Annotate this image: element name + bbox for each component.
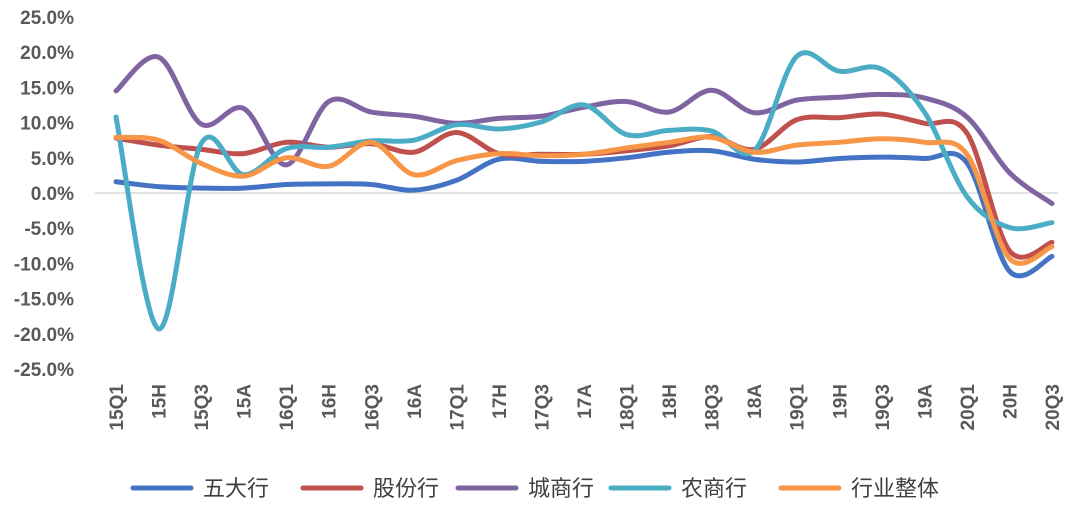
y-tick-label: 25.0% (20, 8, 74, 29)
x-tick-label: 16H (320, 384, 341, 419)
x-tick-label: 15H (150, 384, 171, 419)
x-tick-label: 18Q1 (618, 384, 639, 431)
legend-label: 股份行 (373, 477, 439, 502)
x-tick-label: 17Q3 (532, 384, 553, 430)
x-tick-label: 20H (1000, 384, 1021, 419)
x-tick-label: 19A (915, 384, 936, 419)
x-tick-label: 19H (830, 384, 851, 419)
x-tick-label: 16Q3 (362, 384, 383, 430)
x-tick-label: 18Q3 (703, 384, 724, 430)
series-lines (113, 50, 1055, 332)
x-tick-label: 19Q3 (873, 384, 894, 430)
x-tick-label: 15Q1 (107, 384, 128, 431)
legend: 五大行 股份行 城商行 农商行 行业整体 (130, 477, 939, 502)
series-line-4 (113, 134, 1055, 266)
x-tick-label: 19Q1 (788, 384, 809, 431)
y-tick-label: -20.0% (14, 325, 74, 346)
x-tick-label: 18A (745, 384, 766, 419)
x-tick-label: 17H (490, 384, 511, 419)
x-axis-labels: 15Q1 15H 15Q3 15A 16Q1 16H 16Q3 16A 17Q1 17H 17Q3 1… (107, 384, 1064, 431)
x-tick-label: 15A (235, 384, 256, 419)
x-tick-label: 16Q1 (277, 384, 298, 431)
x-tick-label: 16A (405, 384, 426, 419)
x-tick-label: 20Q3 (1043, 384, 1064, 430)
x-tick-label: 17Q1 (447, 384, 468, 431)
series-line-0 (113, 147, 1055, 279)
y-tick-label: -15.0% (14, 290, 74, 311)
y-tick-label: 10.0% (20, 114, 74, 135)
y-tick-label: 5.0% (31, 149, 74, 170)
y-tick-label: 0.0% (31, 184, 74, 205)
legend-label: 行业整体 (851, 477, 939, 502)
x-tick-label: 20Q1 (958, 384, 979, 431)
y-tick-label: -5.0% (24, 219, 74, 240)
legend-label: 农商行 (681, 477, 747, 502)
y-tick-label: 15.0% (20, 78, 74, 99)
x-tick-label: 17A (575, 384, 596, 419)
y-tick-label: -10.0% (14, 254, 74, 275)
series-line-2 (113, 54, 1055, 207)
y-axis-labels: 25.0% 20.0% 15.0% 10.0% 5.0% 0.0% -5.0% -10.0% -… (14, 8, 74, 381)
series-line-3 (113, 50, 1055, 332)
legend-label: 城商行 (528, 477, 594, 502)
y-tick-label: 20.0% (20, 43, 74, 64)
legend-label: 五大行 (203, 477, 269, 502)
x-tick-label: 15Q3 (192, 384, 213, 430)
x-tick-label: 18H (660, 384, 681, 419)
y-tick-label: -25.0% (14, 360, 74, 381)
